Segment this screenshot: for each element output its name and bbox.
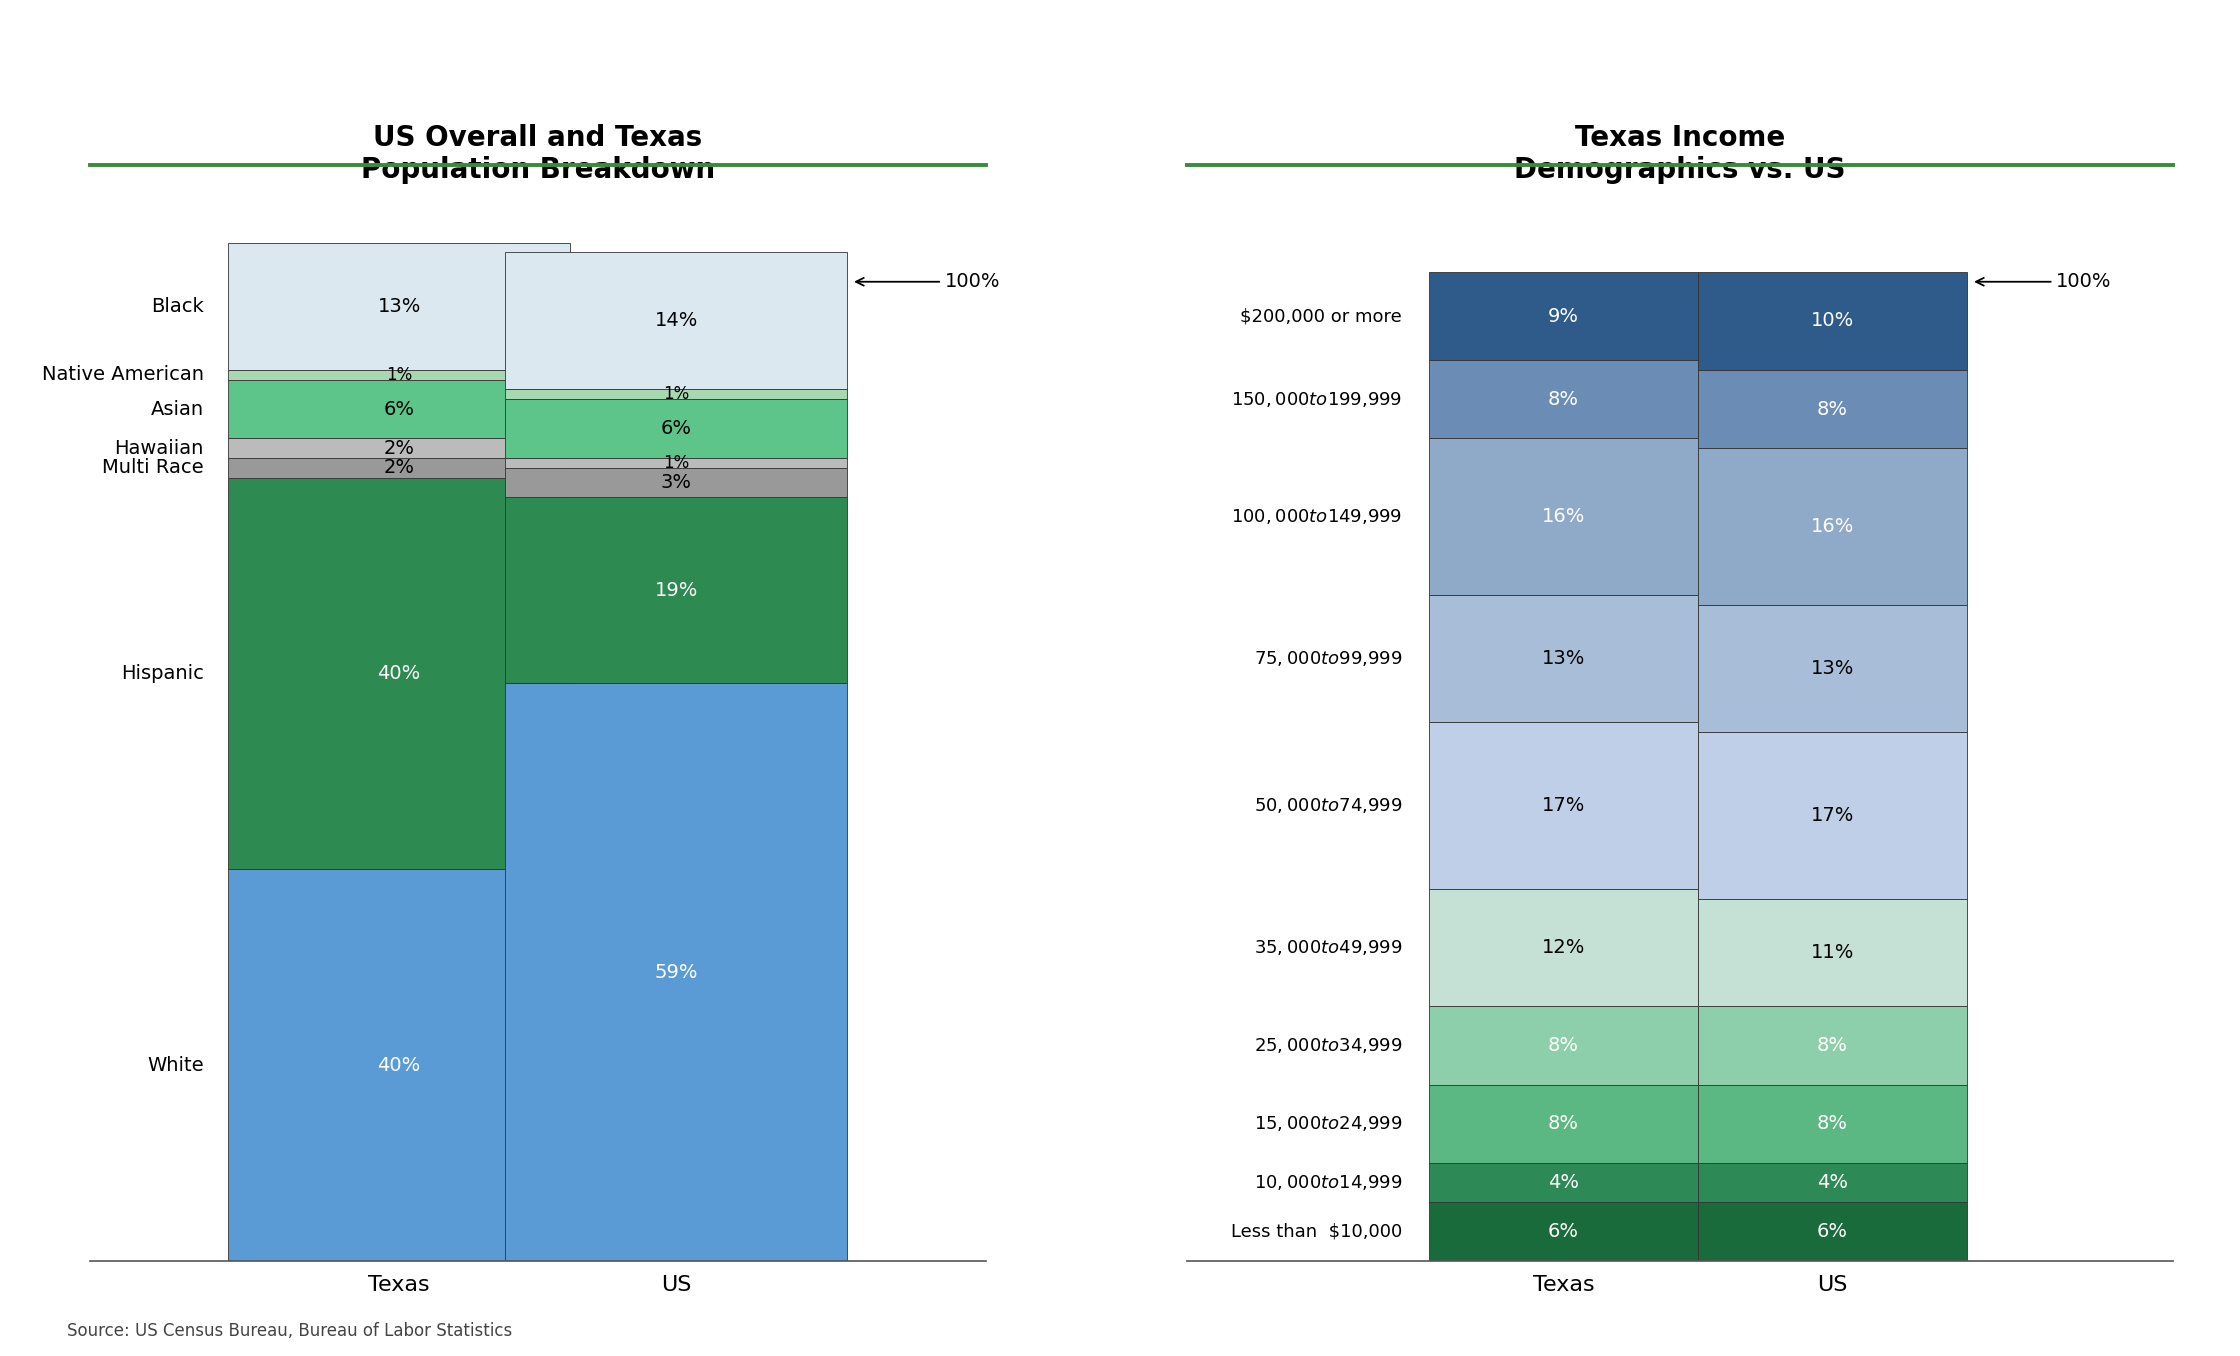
Text: White: White [148,1056,204,1075]
Bar [228,869,571,1261]
Text: 3%: 3% [661,473,692,492]
Bar [1698,449,1967,605]
Text: $15,000 to $24,999: $15,000 to $24,999 [1254,1115,1402,1134]
Text: $150,000 to $199,999: $150,000 to $199,999 [1232,389,1402,408]
Text: 6%: 6% [1817,1222,1848,1241]
Text: 19%: 19% [654,580,699,599]
Text: 1%: 1% [663,385,690,403]
Text: 2%: 2% [383,439,414,458]
Bar [1429,890,1698,1006]
Text: Hawaiian: Hawaiian [114,439,204,458]
Text: 40%: 40% [379,664,421,683]
Bar [1698,1163,1967,1203]
Bar [1698,370,1967,449]
Bar [1698,605,1967,732]
Text: 1%: 1% [385,366,412,384]
Bar [1698,1006,1967,1085]
Text: 8%: 8% [1817,1115,1848,1134]
Text: Hispanic: Hispanic [121,664,204,683]
Bar [1429,595,1698,723]
Bar [1429,1163,1698,1203]
Text: 8%: 8% [1548,389,1579,408]
Bar [228,243,571,370]
Text: Less than  $10,000: Less than $10,000 [1232,1223,1402,1241]
Bar [228,458,571,477]
Text: 12%: 12% [1541,938,1586,957]
Title: US Overall and Texas
Population Breakdown: US Overall and Texas Population Breakdow… [361,123,715,184]
Text: Asian: Asian [150,400,204,419]
Text: $35,000 to $49,999: $35,000 to $49,999 [1254,938,1402,957]
Text: 11%: 11% [1810,942,1855,963]
Text: 100%: 100% [856,273,1001,292]
Text: 16%: 16% [1541,507,1586,526]
Text: 4%: 4% [1817,1173,1848,1192]
Text: $75,000 to $99,999: $75,000 to $99,999 [1254,650,1402,669]
Bar [1698,1085,1967,1163]
Text: 13%: 13% [376,297,421,316]
Text: Multi Race: Multi Race [103,458,204,477]
Text: 100%: 100% [1976,273,2112,292]
Bar [504,252,847,389]
Text: $100,000 to $149,999: $100,000 to $149,999 [1232,507,1402,526]
Bar [504,498,847,683]
Bar [504,468,847,498]
Text: 1%: 1% [663,454,690,472]
Bar [1429,1085,1698,1163]
Bar [504,458,847,468]
Text: 14%: 14% [654,312,699,331]
Text: 2%: 2% [383,458,414,477]
Text: 17%: 17% [1541,796,1586,815]
Text: 8%: 8% [1548,1115,1579,1134]
Bar [1429,723,1698,890]
Text: $50,000 to $74,999: $50,000 to $74,999 [1254,796,1402,815]
Bar [504,399,847,458]
Text: Black: Black [150,297,204,316]
Bar [1698,732,1967,899]
Bar [1429,438,1698,595]
Text: 13%: 13% [1810,659,1855,678]
Text: 16%: 16% [1810,517,1855,536]
Text: 8%: 8% [1817,400,1848,419]
Bar [1698,273,1967,370]
Bar [1698,1203,1967,1261]
Bar [1429,1006,1698,1085]
Bar [1698,899,1967,1006]
Text: 6%: 6% [661,419,692,438]
Text: $25,000 to $34,999: $25,000 to $34,999 [1254,1036,1402,1055]
Bar [228,370,571,380]
Text: 10%: 10% [1810,312,1855,331]
Text: Native American: Native American [43,365,204,384]
Text: 17%: 17% [1810,805,1855,824]
Bar [228,477,571,869]
Title: Texas Income
Demographics vs. US: Texas Income Demographics vs. US [1514,123,1846,184]
Text: 59%: 59% [654,963,699,982]
Bar [228,380,571,438]
Bar [228,438,571,458]
Text: $10,000 to $14,999: $10,000 to $14,999 [1254,1173,1402,1192]
Text: 8%: 8% [1817,1036,1848,1055]
Text: 9%: 9% [1548,306,1579,325]
Text: 13%: 13% [1541,650,1586,669]
Text: 40%: 40% [379,1056,421,1075]
Bar [1429,361,1698,438]
Text: Source: US Census Bureau, Bureau of Labor Statistics: Source: US Census Bureau, Bureau of Labo… [67,1322,513,1340]
Bar [504,389,847,399]
Text: $200,000 or more: $200,000 or more [1241,306,1402,325]
Bar [1429,273,1698,361]
Bar [1429,1203,1698,1261]
Text: 6%: 6% [1548,1222,1579,1241]
Text: 6%: 6% [383,400,414,419]
Text: 4%: 4% [1548,1173,1579,1192]
Text: 8%: 8% [1548,1036,1579,1055]
Bar [504,683,847,1261]
